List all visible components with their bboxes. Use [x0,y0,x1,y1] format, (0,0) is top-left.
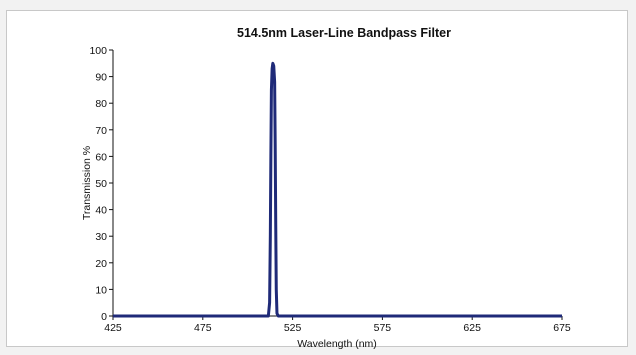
x-tick-label: 625 [463,322,481,334]
y-tick-label: 80 [95,98,107,110]
y-axis-ticks: 0 10 20 30 40 50 60 70 80 90 100 [89,45,113,323]
chart-title: 514.5nm Laser-Line Bandpass Filter [237,26,451,40]
y-tick-label: 20 [95,258,107,270]
x-tick-label: 475 [194,322,212,334]
x-tick-label: 675 [553,322,571,334]
y-tick-label: 100 [89,45,107,57]
chart-frame [6,10,628,347]
y-tick-label: 10 [95,284,107,296]
y-axis-label: Transmission % [81,146,93,220]
x-tick-label: 425 [104,322,122,334]
y-tick-label: 30 [95,231,107,243]
transmission-series-line [113,61,562,318]
y-tick-label: 90 [95,72,107,84]
x-tick-label: 525 [284,322,302,334]
y-tick-label: 40 [95,205,107,217]
x-axis-label: Wavelength (nm) [297,338,377,350]
x-tick-label: 575 [374,322,392,334]
y-tick-label: 70 [95,125,107,137]
y-tick-label: 50 [95,178,107,190]
y-tick-label: 60 [95,151,107,163]
y-tick-label: 0 [101,311,107,323]
x-axis-ticks: 425 475 525 575 625 675 [104,316,571,334]
series-group [113,61,562,318]
